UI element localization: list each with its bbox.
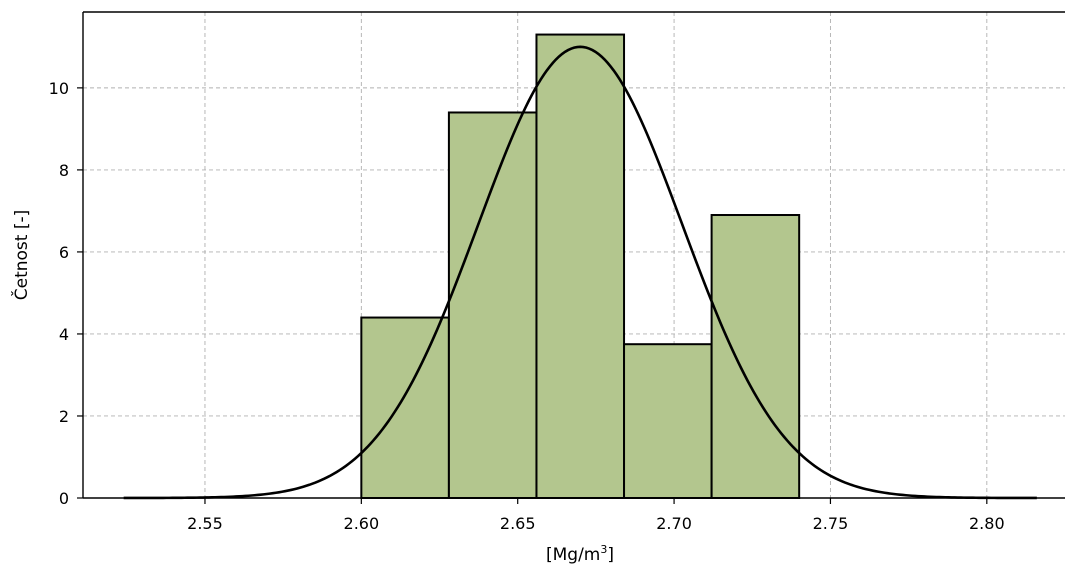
x-tick-label: 2.80 [969, 514, 1005, 533]
normal-fit-curve [123, 45, 1037, 500]
x-tick-label: 2.75 [813, 514, 849, 533]
y-tick-label: 2 [59, 407, 69, 426]
histogram-bar [623, 343, 713, 500]
x-tick-label: 2.70 [656, 514, 692, 533]
y-tick-label: 4 [59, 325, 69, 344]
histogram-bar [710, 214, 801, 499]
x-tick-label: 2.65 [500, 514, 536, 533]
x-tick-label: 2.55 [187, 514, 223, 533]
histogram-bar [535, 33, 626, 499]
axes [77, 11, 1065, 504]
y-tick-label: 8 [59, 161, 69, 180]
y-tick-label: 10 [49, 79, 69, 98]
y-axis-label: Četnost [-] [10, 210, 32, 301]
y-tick-label: 0 [59, 489, 69, 508]
x-tick-label: 2.60 [344, 514, 380, 533]
fit-curve-group [123, 45, 1037, 500]
tick-labels: 2.55 2.60 2.65 2.70 2.75 2.80 0 2 4 6 8 10 [49, 79, 1005, 533]
x-axis-label: [Mg/m3] [546, 543, 614, 565]
histogram-bar [447, 111, 538, 499]
histogram-bars [360, 33, 801, 500]
histogram-bar [360, 316, 450, 500]
y-tick-label: 6 [59, 243, 69, 262]
